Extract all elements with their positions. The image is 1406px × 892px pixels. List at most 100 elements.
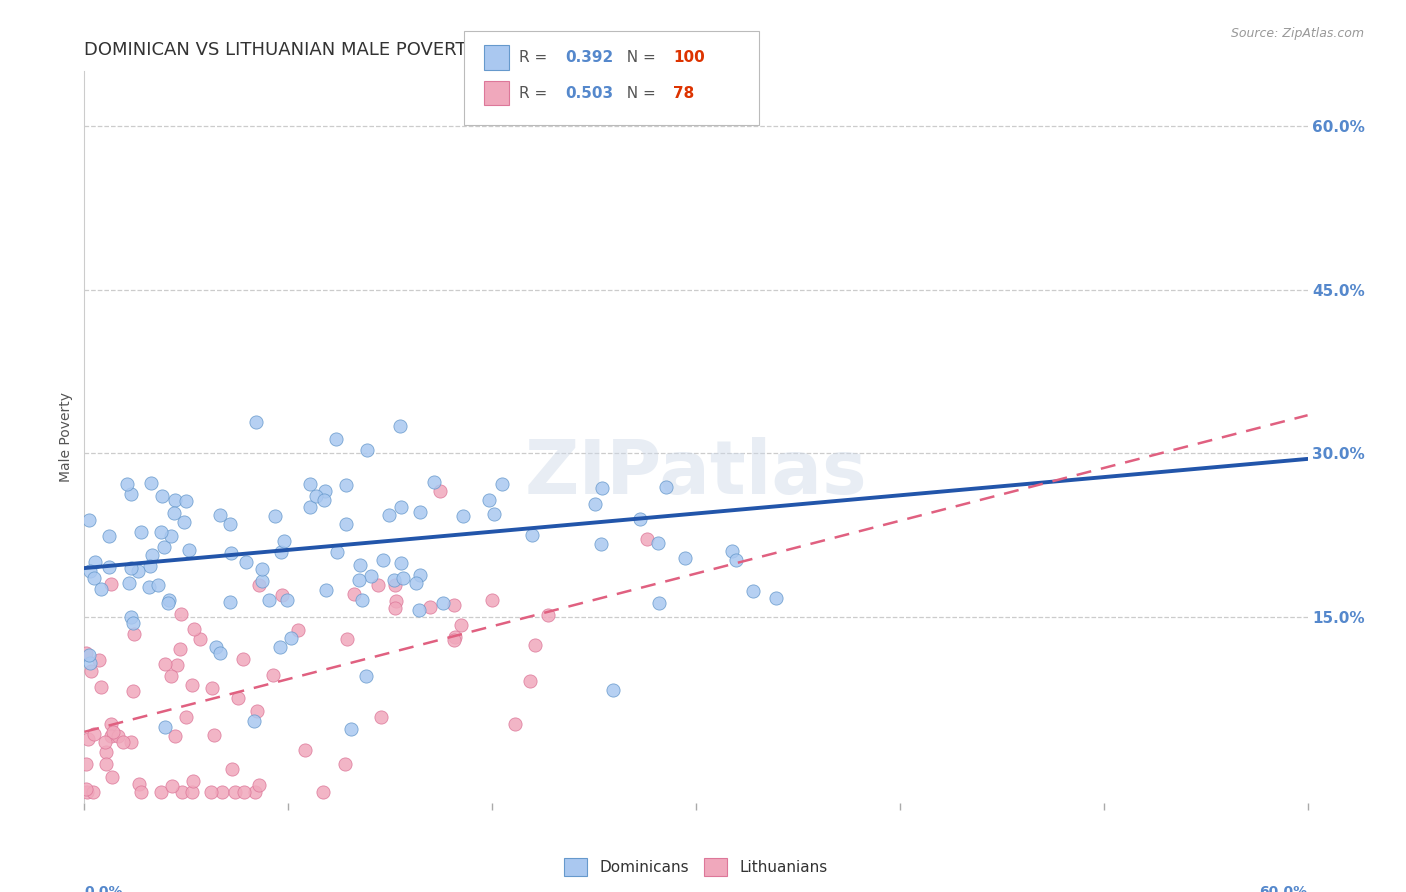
Point <box>257 593 280 607</box>
Point <box>482 507 505 521</box>
Point <box>120 735 142 749</box>
Text: N =: N = <box>617 87 661 101</box>
Point <box>149 785 172 799</box>
Point <box>84 555 107 569</box>
Point <box>163 729 186 743</box>
Point <box>287 623 309 637</box>
Y-axis label: Male Poverty: Male Poverty <box>59 392 73 482</box>
Point <box>205 640 228 655</box>
Point <box>208 646 231 660</box>
Point <box>146 578 169 592</box>
Point <box>107 729 129 743</box>
Point <box>232 652 254 666</box>
Point <box>389 556 412 570</box>
Point <box>79 657 101 671</box>
Point <box>360 569 382 583</box>
Text: 78: 78 <box>673 87 695 101</box>
Point <box>174 493 197 508</box>
Point <box>246 704 269 718</box>
Point <box>155 720 177 734</box>
Point <box>276 592 298 607</box>
Text: ZIPatlas: ZIPatlas <box>524 437 868 510</box>
Point <box>173 515 195 529</box>
Point <box>118 575 141 590</box>
Point <box>165 492 187 507</box>
Point <box>350 593 373 607</box>
Point <box>122 616 145 631</box>
Point <box>443 598 465 612</box>
Point <box>139 559 162 574</box>
Point <box>314 492 336 507</box>
Point <box>243 714 266 728</box>
Point <box>636 533 658 547</box>
Point <box>100 716 122 731</box>
Point <box>100 577 122 591</box>
Point <box>270 544 292 558</box>
Point <box>602 683 624 698</box>
Point <box>77 732 100 747</box>
Point <box>138 581 160 595</box>
Point <box>98 529 121 543</box>
Point <box>200 785 222 799</box>
Point <box>150 489 173 503</box>
Point <box>742 584 765 599</box>
Text: Source: ZipAtlas.com: Source: ZipAtlas.com <box>1230 27 1364 40</box>
Text: N =: N = <box>617 51 661 65</box>
Point <box>356 443 378 458</box>
Point <box>312 785 335 799</box>
Point <box>392 571 415 585</box>
Point <box>335 516 357 531</box>
Point <box>166 658 188 673</box>
Point <box>298 500 321 514</box>
Point <box>419 599 441 614</box>
Point <box>314 483 336 498</box>
Point <box>505 717 527 731</box>
Text: R =: R = <box>519 51 553 65</box>
Point <box>75 757 97 772</box>
Point <box>765 591 787 606</box>
Point <box>112 735 135 749</box>
Point <box>478 492 501 507</box>
Point <box>336 632 359 646</box>
Point <box>159 529 181 543</box>
Point <box>583 497 606 511</box>
Text: 0.392: 0.392 <box>565 51 613 65</box>
Point <box>83 726 105 740</box>
Point <box>100 729 122 743</box>
Point <box>176 710 198 724</box>
Point <box>115 477 138 491</box>
Point <box>725 553 748 567</box>
Point <box>673 551 696 566</box>
Point <box>450 618 472 632</box>
Point <box>249 778 271 792</box>
Point <box>129 524 152 539</box>
Point <box>90 582 112 596</box>
Point <box>264 508 287 523</box>
Point <box>262 668 284 682</box>
Point <box>340 723 363 737</box>
Point <box>389 500 412 515</box>
Point <box>170 785 193 799</box>
Point <box>273 533 295 548</box>
Point <box>298 477 321 491</box>
Point <box>243 785 266 799</box>
Point <box>315 582 337 597</box>
Point <box>201 681 224 695</box>
Point <box>75 646 97 660</box>
Point <box>120 486 142 500</box>
Point <box>155 657 177 672</box>
Point <box>655 480 678 494</box>
Point <box>648 596 671 610</box>
Point <box>384 601 406 615</box>
Point <box>181 774 204 789</box>
Point <box>245 415 267 429</box>
Point <box>79 664 101 678</box>
Point <box>326 545 349 559</box>
Text: 0.0%: 0.0% <box>84 885 122 892</box>
Point <box>347 573 370 587</box>
Point <box>211 785 233 799</box>
Point <box>305 490 328 504</box>
Point <box>89 653 111 667</box>
Point <box>122 683 145 698</box>
Point <box>382 574 405 588</box>
